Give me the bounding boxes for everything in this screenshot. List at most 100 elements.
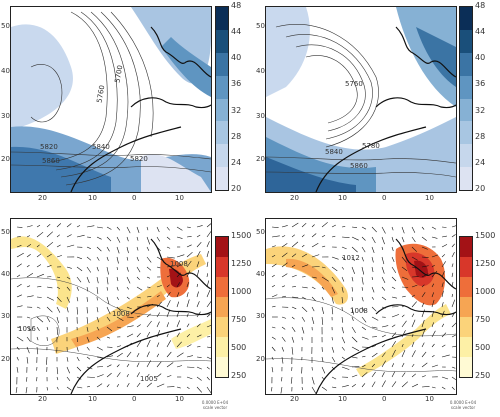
wind-vector: [421, 246, 428, 250]
wind-vector: [271, 356, 274, 361]
wind-vector: [391, 306, 399, 308]
wind-vector: [36, 253, 42, 258]
wind-vector: [56, 286, 61, 289]
wind-vector: [351, 356, 358, 359]
wind-vector: [46, 223, 51, 228]
wind-vector: [96, 276, 99, 284]
wind-vector: [96, 316, 100, 323]
wind-vector: [361, 336, 369, 340]
wind-vector: [16, 283, 22, 288]
wind-vector: [411, 284, 418, 288]
wind-vector: [186, 386, 190, 389]
wind-vector: [401, 226, 405, 234]
wind-vector: [421, 226, 425, 230]
wind-vector: [291, 234, 296, 238]
colorbar-label: 48: [231, 1, 242, 10]
wind-vector: [351, 256, 355, 262]
wind-vector: [411, 301, 417, 308]
wind-vector: [401, 314, 405, 318]
wind-vector: [321, 222, 328, 228]
wind-vector: [411, 319, 416, 328]
wind-vector: [126, 373, 129, 378]
contour-label: 1012: [342, 254, 360, 262]
wind-vector: [206, 301, 211, 308]
wind-vector: [411, 294, 415, 298]
wind-vector: [96, 286, 99, 294]
wind-vector: [126, 266, 129, 272]
wind-vector: [311, 386, 317, 394]
wind-vector: [441, 302, 444, 308]
colorbar-label: 36: [231, 79, 242, 89]
wind-vector: [271, 245, 276, 248]
wind-vector: [341, 226, 346, 228]
wind-vector: [411, 383, 419, 388]
wind-vector: [311, 376, 315, 385]
wind-vector: [441, 254, 446, 258]
lat-tick: 30: [1, 112, 10, 120]
wind-vector: [451, 252, 455, 258]
wind-vector: [166, 256, 175, 259]
wind-vector: [156, 321, 160, 328]
wind-vector: [166, 284, 170, 288]
wind-vector: [351, 306, 354, 315]
wind-vector: [411, 246, 418, 252]
wind-vector: [116, 286, 119, 291]
wind-vector: [321, 266, 326, 269]
wind-vector: [136, 226, 140, 234]
colorbar-segment: [460, 257, 472, 277]
wind-vector: [36, 346, 39, 355]
wind-vector: [186, 282, 189, 288]
wind-vector: [441, 323, 445, 328]
wind-vector: [451, 234, 456, 238]
wind-vector: [66, 386, 72, 391]
transport-band: [11, 236, 72, 309]
wind-vector: [411, 373, 416, 378]
wind-vector: [186, 344, 192, 348]
map-top-left: [10, 6, 212, 193]
wind-vector: [381, 246, 384, 250]
wind-vector: [271, 284, 276, 288]
wind-vector: [421, 265, 429, 268]
wind-vector: [76, 225, 81, 228]
wind-vector: [196, 234, 201, 238]
wind-vector: [36, 264, 42, 268]
wind-vector: [86, 296, 88, 302]
wind-vector: [391, 256, 395, 263]
wind-vector: [166, 375, 172, 378]
wind-vector: [401, 372, 406, 378]
wind-vector: [421, 375, 426, 378]
wind-vector: [196, 241, 202, 248]
wind-vector: [321, 235, 326, 238]
wind-vector: [86, 246, 91, 249]
wind-vector: [431, 364, 438, 368]
wind-vector: [86, 386, 90, 388]
wind-vector: [441, 376, 449, 380]
wind-vector: [196, 291, 199, 298]
wind-vector: [371, 316, 379, 321]
colorbar-label: 250: [231, 371, 247, 380]
wind-vector: [196, 261, 200, 268]
wind-vector: [451, 334, 456, 338]
wind-vector: [381, 236, 385, 245]
wind-vector: [166, 226, 170, 231]
wind-vector: [341, 246, 347, 250]
wind-vector: [36, 273, 45, 278]
colorbar-segment: [460, 277, 472, 297]
wind-vector: [36, 326, 40, 331]
wind-vector: [421, 256, 429, 258]
wind-vector: [206, 241, 210, 248]
wind-vector: [126, 325, 134, 328]
colorbar-segment: [460, 7, 472, 30]
wind-vector: [431, 254, 439, 258]
wind-vector: [451, 322, 456, 328]
wind-vector: [281, 273, 288, 278]
wind-vector: [146, 295, 152, 298]
wind-vector: [441, 332, 447, 338]
wind-vector: [16, 336, 24, 342]
wind-vector: [361, 355, 366, 358]
wind-vector: [66, 276, 71, 280]
wind-vector: [176, 236, 183, 239]
wind-vector: [331, 266, 338, 272]
wind-vector: [301, 326, 305, 334]
lat-tick: 20: [1, 355, 10, 363]
